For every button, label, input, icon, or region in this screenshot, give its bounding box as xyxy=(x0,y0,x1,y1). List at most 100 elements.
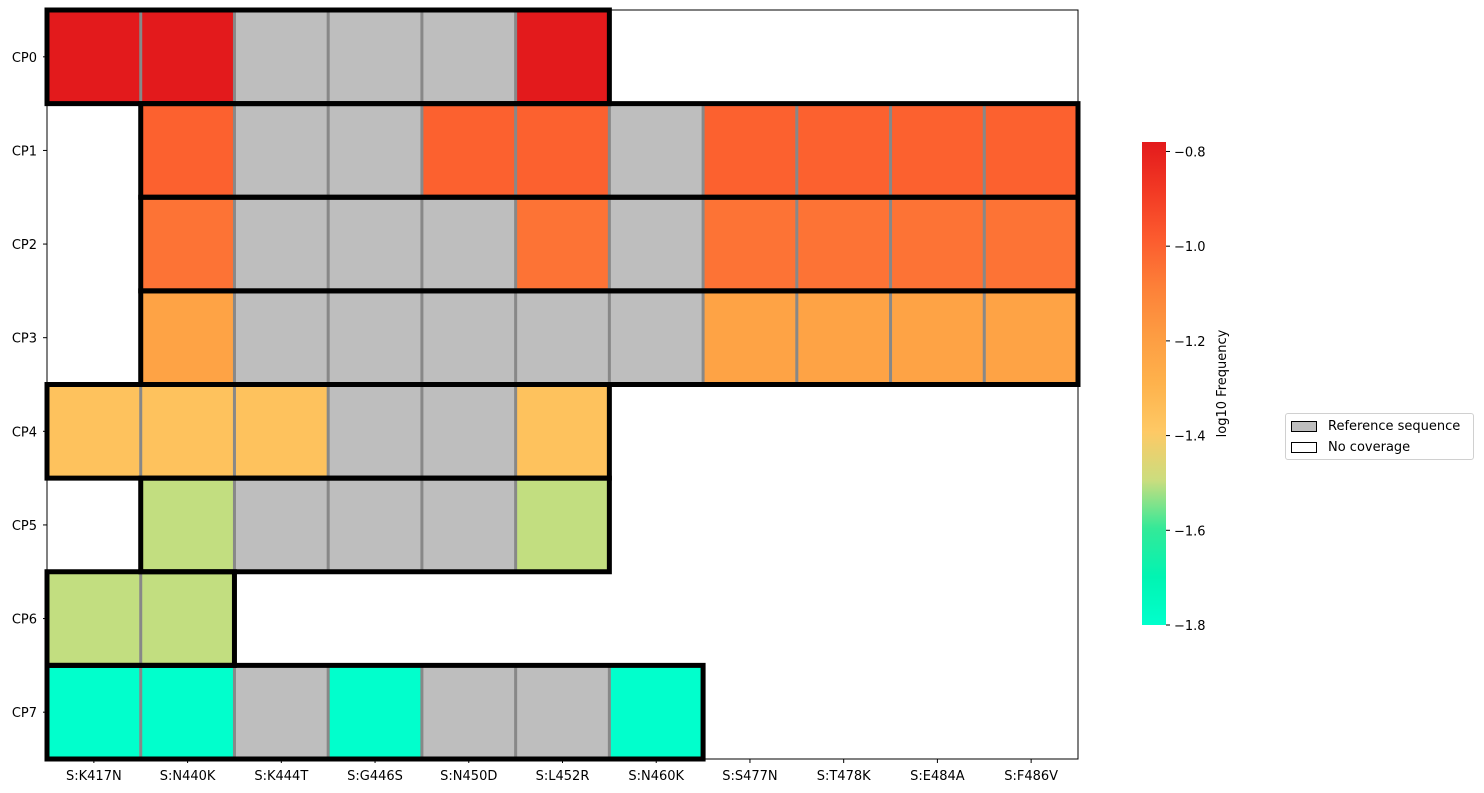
cell-CP4-S:F486V xyxy=(984,384,1079,479)
cell-CP3-S:K417N xyxy=(47,290,142,385)
cell-CP7-S:S477N xyxy=(703,665,798,760)
x-tick-label: S:S477N xyxy=(722,769,777,784)
colorbar-tick-label: −1.4 xyxy=(1174,430,1206,445)
y-tick-label: CP7 xyxy=(12,706,37,721)
cell-CP2-S:K444T xyxy=(234,197,329,292)
group-border-CP5 xyxy=(138,475,612,575)
cell-CP5-S:L452R xyxy=(515,478,610,573)
cell-CP4-S:S477N xyxy=(703,384,798,479)
cell-CP5-S:S477N xyxy=(703,478,798,573)
cell-CP2-S:K417N xyxy=(47,197,142,292)
x-tick-label: S:N440K xyxy=(160,769,216,784)
cell-CP6-S:K417N xyxy=(47,571,142,666)
cell-CP0-S:L452R xyxy=(515,10,610,105)
cell-CP2-S:L452R xyxy=(515,197,610,292)
cell-CP5-S:N460K xyxy=(609,478,704,573)
y-tick-label: CP4 xyxy=(12,425,37,440)
cell-CP2-S:E484A xyxy=(890,197,985,292)
y-tick-label: CP6 xyxy=(12,613,37,628)
cell-CP5-S:N440K xyxy=(140,478,235,573)
x-tick-label: S:G446S xyxy=(347,769,403,784)
cell-CP5-S:K444T xyxy=(234,478,329,573)
cell-CP3-S:N440K xyxy=(140,290,235,385)
cell-CP2-S:G446S xyxy=(328,197,423,292)
cell-CP4-S:N460K xyxy=(609,384,704,479)
cell-CP3-S:F486V xyxy=(984,290,1079,385)
y-tick-label: CP5 xyxy=(12,519,37,534)
y-tick-label: CP3 xyxy=(12,332,37,347)
cell-CP0-S:N450D xyxy=(421,10,517,105)
cell-CP6-S:S477N xyxy=(703,571,798,666)
cell-CP7-S:E484A xyxy=(890,665,985,760)
cell-CP5-S:F486V xyxy=(984,478,1079,573)
y-tick-label: CP1 xyxy=(12,144,37,159)
cell-CP7-S:N440K xyxy=(140,665,235,760)
cell-CP7-S:N460K xyxy=(609,665,704,760)
colorbar-tick-label: −1.2 xyxy=(1174,335,1206,350)
cell-CP2-S:N450D xyxy=(421,197,517,292)
cell-CP4-S:N450D xyxy=(421,384,517,479)
cell-CP4-S:K417N xyxy=(47,384,142,479)
x-tick-label: S:F486V xyxy=(1004,769,1058,784)
cell-CP1-S:K417N xyxy=(47,103,142,198)
x-tick-label: S:N460K xyxy=(628,769,684,784)
cell-CP1-S:T478K xyxy=(796,103,892,198)
x-tick-label: S:E484A xyxy=(910,769,965,784)
cell-CP4-S:K444T xyxy=(234,384,329,479)
cell-CP5-S:N450D xyxy=(421,478,517,573)
cell-CP6-S:N460K xyxy=(609,571,704,666)
cell-CP5-S:E484A xyxy=(890,478,985,573)
cell-CP0-S:N460K xyxy=(609,10,704,105)
cell-CP2-S:F486V xyxy=(984,197,1079,292)
colorbar-tick-label: −1.8 xyxy=(1174,619,1206,634)
colorbar-tick-label: −1.0 xyxy=(1174,240,1206,255)
cell-CP0-S:K444T xyxy=(234,10,329,105)
legend-swatch-no-coverage xyxy=(1291,441,1317,453)
cell-CP4-S:G446S xyxy=(328,384,423,479)
legend-label-reference: Reference sequence xyxy=(1328,418,1461,434)
cell-CP7-S:L452R xyxy=(515,665,610,760)
cell-CP1-S:N440K xyxy=(140,103,235,198)
x-tick-label: S:K417N xyxy=(66,769,122,784)
cell-CP5-S:T478K xyxy=(796,478,892,573)
cell-CP3-S:L452R xyxy=(515,290,610,385)
colorbar-label: log10 Frequency xyxy=(1215,329,1230,437)
cell-CP0-S:F486V xyxy=(984,10,1079,105)
cell-CP2-S:T478K xyxy=(796,197,892,292)
cell-CP1-S:F486V xyxy=(984,103,1079,198)
cell-CP3-S:N450D xyxy=(421,290,517,385)
colorbar-tick-label: −1.6 xyxy=(1174,524,1206,539)
cell-CP3-S:N460K xyxy=(609,290,704,385)
cell-CP1-S:N450D xyxy=(421,103,517,198)
colorbar-ticks: −0.8 −1.0 −1.2 −1.4 −1.6 −1.8 xyxy=(1166,145,1206,634)
heatmap-cells xyxy=(47,10,1079,760)
x-tick-label: S:L452R xyxy=(536,769,590,784)
cell-CP6-S:L452R xyxy=(515,571,610,666)
cell-CP4-S:E484A xyxy=(890,384,985,479)
colorbar-tick-label: −0.8 xyxy=(1174,145,1206,160)
cell-CP1-S:N460K xyxy=(609,103,704,198)
cell-CP7-S:T478K xyxy=(796,665,892,760)
cell-CP1-S:E484A xyxy=(890,103,985,198)
cell-CP3-S:E484A xyxy=(890,290,985,385)
cell-CP4-S:T478K xyxy=(796,384,892,479)
cell-CP6-S:K444T xyxy=(234,571,329,666)
legend-item-reference: Reference sequence xyxy=(1291,417,1460,435)
cell-CP0-S:N440K xyxy=(140,10,235,105)
legend-swatch-reference xyxy=(1291,420,1317,432)
cell-CP3-S:T478K xyxy=(796,290,892,385)
cell-CP2-S:N440K xyxy=(140,197,235,292)
cell-CP7-S:F486V xyxy=(984,665,1079,760)
y-tick-label: CP2 xyxy=(12,238,37,253)
cell-CP0-S:G446S xyxy=(328,10,423,105)
legend-item-no-coverage: No coverage xyxy=(1291,438,1410,456)
cell-CP6-S:G446S xyxy=(328,571,423,666)
cell-CP7-S:G446S xyxy=(328,665,423,760)
cell-CP5-S:G446S xyxy=(328,478,423,573)
cell-CP1-S:S477N xyxy=(703,103,798,198)
legend-label-no-coverage: No coverage xyxy=(1328,439,1411,455)
cell-CP3-S:K444T xyxy=(234,290,329,385)
cell-CP7-S:K417N xyxy=(47,665,142,760)
cell-CP0-S:E484A xyxy=(890,10,985,105)
